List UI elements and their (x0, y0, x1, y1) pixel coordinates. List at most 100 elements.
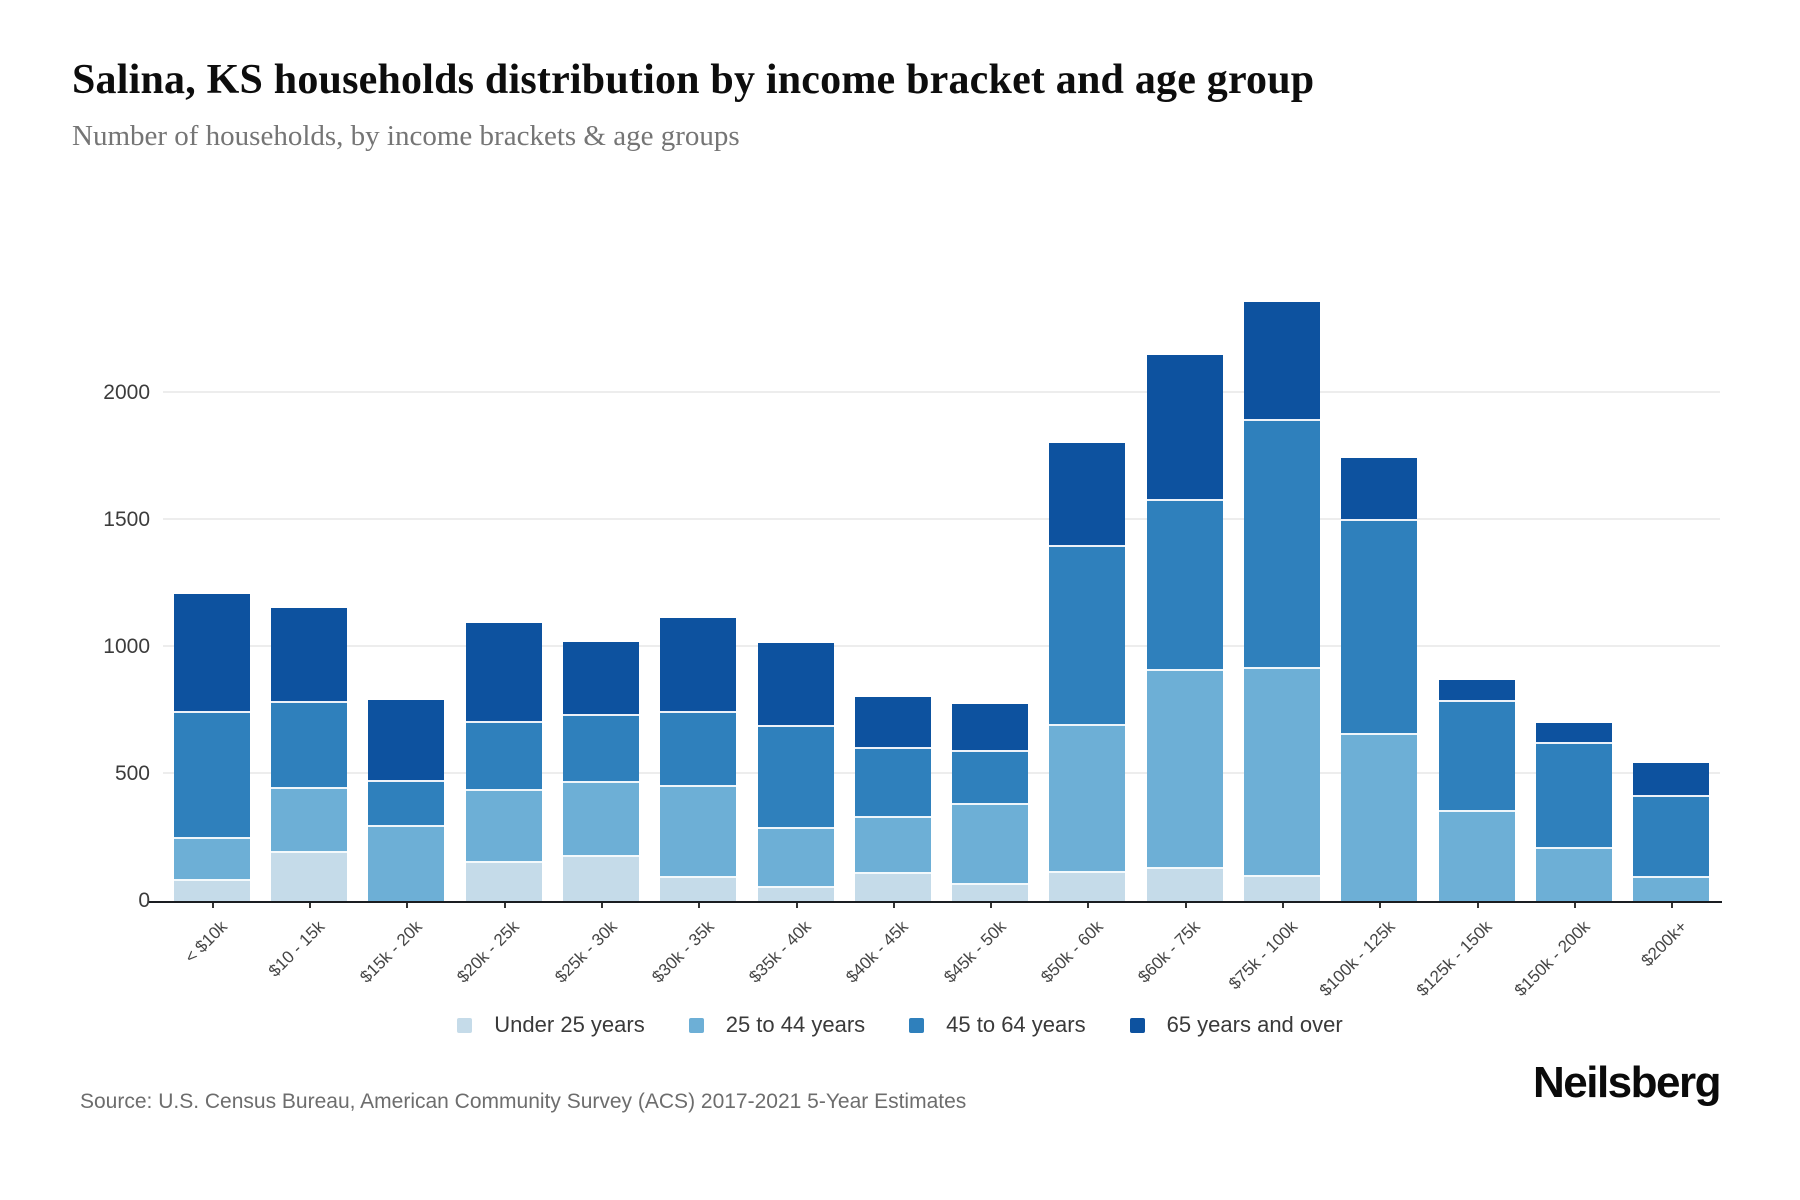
bar-segment[interactable] (952, 752, 1029, 805)
bar-segment[interactable] (270, 852, 347, 901)
bar-group: $10 - 15k (265, 251, 347, 981)
bar-segment[interactable] (368, 827, 445, 901)
bar-segment[interactable] (1633, 762, 1710, 797)
bar-segment[interactable] (1536, 723, 1613, 744)
axis-tick (503, 901, 506, 908)
x-axis-label: $50k - 60k (1037, 917, 1107, 987)
bar-segment[interactable] (1049, 546, 1126, 726)
x-axis-label: $15k - 20k (356, 917, 426, 987)
gridline (163, 391, 1720, 394)
bar-segment[interactable] (1633, 878, 1710, 901)
bar-segment[interactable] (854, 874, 931, 901)
bar-segment[interactable] (368, 781, 445, 828)
bar-segment[interactable] (854, 818, 931, 875)
bar-segment[interactable] (757, 888, 834, 901)
bar-segment[interactable] (660, 617, 737, 714)
bar-segment[interactable] (1438, 680, 1515, 702)
axis-tick (308, 901, 311, 908)
chart-title: Salina, KS households distribution by in… (72, 57, 1315, 103)
bar-segment[interactable] (1146, 671, 1223, 870)
axis-tick (600, 901, 603, 908)
bar-segment[interactable] (1244, 668, 1321, 877)
bar-segment[interactable] (270, 607, 347, 704)
bar-segment[interactable] (1049, 873, 1126, 901)
bar-segment[interactable] (173, 593, 250, 714)
bar-segment[interactable] (1341, 734, 1418, 901)
bar-segment[interactable] (952, 704, 1029, 753)
axis-tick (892, 901, 895, 908)
bar-segment[interactable] (1633, 796, 1710, 879)
bar-segment[interactable] (1049, 725, 1126, 874)
bar-segment[interactable] (562, 783, 639, 857)
bar-segment[interactable] (1341, 457, 1418, 522)
bar-segment[interactable] (465, 622, 542, 724)
bar-segment[interactable] (1244, 421, 1321, 669)
bar-segment[interactable] (1146, 869, 1223, 901)
bar-segment[interactable] (270, 703, 347, 790)
x-axis-label: $35k - 40k (745, 917, 815, 987)
bar-segment[interactable] (465, 790, 542, 863)
bar-segment[interactable] (757, 828, 834, 889)
gridline (163, 518, 1720, 521)
bar-segment[interactable] (562, 715, 639, 784)
bar-segment[interactable] (1146, 501, 1223, 672)
bar-segment[interactable] (952, 804, 1029, 885)
legend-item[interactable]: Under 25 years (457, 1012, 645, 1038)
x-axis-label: $10 - 15k (264, 917, 329, 981)
bar-segment[interactable] (1341, 521, 1418, 735)
x-axis-label: $40k - 45k (842, 917, 913, 987)
bar-segment[interactable] (757, 643, 834, 728)
bar-segment[interactable] (1244, 876, 1321, 901)
x-axis-label: $125k - 150k (1413, 917, 1497, 1000)
bars-container: < $10k $10 - 15k $15k - 20k $20k - 25k $25k … (163, 251, 1720, 1000)
bar-segment[interactable] (854, 696, 931, 749)
x-axis-label: $30k - 35k (648, 917, 718, 987)
bar-segment[interactable] (562, 856, 639, 901)
axis-tick (795, 901, 798, 908)
bar-group: $15k - 20k (356, 251, 445, 987)
y-tick-label: 1500 (103, 508, 150, 532)
bar-segment[interactable] (1049, 442, 1126, 547)
bar-segment[interactable] (465, 862, 542, 901)
bar-segment[interactable] (270, 789, 347, 853)
bar-segment[interactable] (173, 880, 250, 901)
bar-segment[interactable] (660, 878, 737, 901)
bar-group: $75k - 100k (1225, 251, 1321, 993)
bar-segment[interactable] (1244, 301, 1321, 422)
bar-segment[interactable] (757, 727, 834, 829)
bar-segment[interactable] (465, 723, 542, 791)
axis-tick (1379, 901, 1382, 908)
bar-segment[interactable] (1536, 848, 1613, 901)
bar-segment[interactable] (660, 786, 737, 879)
legend-item[interactable]: 45 to 64 years (909, 1012, 1086, 1038)
legend-item[interactable]: 25 to 44 years (688, 1012, 866, 1038)
bar-segment[interactable] (562, 642, 639, 716)
bar-segment[interactable] (1146, 355, 1223, 502)
bar-segment[interactable] (1536, 743, 1613, 849)
bar-group: $125k - 150k (1413, 251, 1515, 1000)
bar-segment[interactable] (368, 700, 445, 782)
brand-logo: Neilsberg (1532, 1058, 1722, 1107)
axis-tick (1087, 901, 1090, 908)
legend-item[interactable]: 65 years and over (1129, 1012, 1343, 1038)
bar-segment[interactable] (1438, 701, 1515, 813)
x-axis-label: $100k - 125k (1315, 917, 1399, 1000)
bar-segment[interactable] (1438, 812, 1515, 901)
bar-group: < $10k (173, 251, 250, 967)
x-axis-line (148, 901, 1722, 903)
bar-segment[interactable] (952, 884, 1029, 901)
legend-label: 45 to 64 years (946, 1012, 1086, 1037)
legend-swatch (688, 1017, 704, 1033)
x-axis-label: < $10k (181, 917, 232, 967)
axis-tick (211, 901, 214, 908)
bar-segment[interactable] (660, 713, 737, 787)
x-axis-label: $25k - 30k (550, 917, 621, 987)
bar-segment[interactable] (854, 748, 931, 819)
legend-label: 25 to 44 years (725, 1012, 866, 1037)
legend: Under 25 years 25 to 44 years 45 to 64 yea… (0, 1012, 1800, 1038)
y-tick-label: 2000 (103, 381, 150, 405)
bar-segment[interactable] (173, 713, 250, 839)
bar-segment[interactable] (173, 838, 250, 881)
legend-label: 65 years and over (1166, 1012, 1343, 1037)
